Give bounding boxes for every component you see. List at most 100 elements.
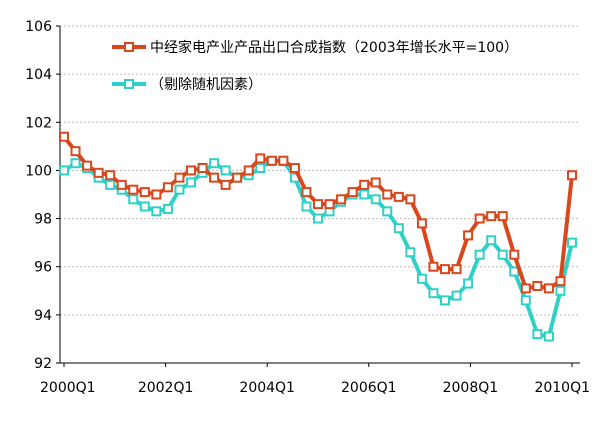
legend-label: 中经家电产业产品出口合成指数（2003年增长水平=100） bbox=[150, 39, 518, 56]
series-marker-0 bbox=[509, 249, 520, 260]
series-marker-0 bbox=[324, 199, 335, 210]
series-marker-0 bbox=[266, 155, 277, 166]
legend-swatch-marker bbox=[124, 79, 134, 89]
series-marker-0 bbox=[520, 283, 531, 294]
x-tick-label: 2008Q1 bbox=[443, 380, 499, 396]
x-tick-label: 2002Q1 bbox=[138, 380, 194, 396]
series-marker-0 bbox=[255, 153, 266, 164]
legend: 中经家电产业产品出口合成指数（2003年增长水平=100） （剔除随机因素） bbox=[112, 39, 518, 93]
series-marker-1 bbox=[451, 290, 462, 301]
series-marker-0 bbox=[162, 182, 173, 193]
series-marker-0 bbox=[532, 280, 543, 291]
series-marker-0 bbox=[139, 187, 150, 198]
series-marker-1 bbox=[428, 288, 439, 299]
series-marker-1 bbox=[497, 249, 508, 260]
series-marker-0 bbox=[313, 199, 323, 210]
series-marker-0 bbox=[243, 165, 254, 176]
series-marker-1 bbox=[486, 235, 497, 246]
series-marker-1 bbox=[105, 179, 116, 190]
series-marker-1 bbox=[220, 165, 231, 176]
y-tick-label: 102 bbox=[25, 115, 52, 131]
series-marker-0 bbox=[440, 264, 450, 275]
series-marker-0 bbox=[463, 230, 474, 241]
series-marker-1 bbox=[543, 331, 554, 342]
series-marker-1 bbox=[405, 247, 416, 258]
series-marker-1 bbox=[209, 158, 220, 169]
series-marker-0 bbox=[543, 283, 554, 294]
series-marker-1 bbox=[301, 201, 312, 212]
series-marker-0 bbox=[567, 170, 577, 181]
series-marker-1 bbox=[532, 329, 543, 340]
series-marker-0 bbox=[474, 213, 485, 224]
series-marker-0 bbox=[289, 163, 300, 174]
series-marker-0 bbox=[116, 179, 127, 190]
series-marker-0 bbox=[405, 194, 416, 205]
series-group bbox=[59, 131, 577, 342]
series-marker-1 bbox=[440, 295, 450, 306]
series-marker-1 bbox=[139, 201, 150, 212]
x-tick-label: 2004Q1 bbox=[239, 380, 295, 396]
series-marker-1 bbox=[474, 249, 485, 260]
series-marker-0 bbox=[278, 155, 289, 166]
series-marker-0 bbox=[70, 146, 81, 157]
series-marker-0 bbox=[186, 165, 196, 176]
y-tick-label: 94 bbox=[34, 308, 52, 324]
series-marker-0 bbox=[174, 172, 185, 183]
series-marker-1 bbox=[162, 203, 173, 214]
series-marker-1 bbox=[370, 194, 381, 205]
y-tick-label: 92 bbox=[34, 356, 52, 372]
series-marker-0 bbox=[347, 187, 358, 198]
series-marker-1 bbox=[393, 223, 404, 234]
series-marker-0 bbox=[151, 189, 162, 200]
x-tick-label: 2006Q1 bbox=[341, 380, 397, 396]
y-tick-label: 98 bbox=[34, 212, 52, 228]
series-marker-0 bbox=[370, 177, 381, 188]
series-marker-1 bbox=[463, 278, 474, 289]
series-marker-0 bbox=[393, 191, 404, 202]
series-marker-0 bbox=[128, 184, 139, 195]
series-marker-0 bbox=[451, 264, 462, 275]
series-marker-0 bbox=[382, 189, 393, 200]
series-marker-0 bbox=[197, 163, 208, 174]
series-marker-1 bbox=[359, 189, 370, 200]
series-marker-0 bbox=[209, 172, 220, 183]
series-marker-1 bbox=[151, 206, 162, 217]
series-marker-1 bbox=[382, 206, 393, 217]
series-marker-1 bbox=[313, 213, 323, 224]
y-tick-label: 106 bbox=[25, 19, 52, 35]
series-marker-1 bbox=[59, 165, 69, 176]
series-marker-1 bbox=[555, 285, 566, 296]
series-marker-0 bbox=[428, 261, 439, 272]
series-marker-1 bbox=[174, 184, 185, 195]
series-marker-0 bbox=[59, 131, 69, 142]
series-marker-0 bbox=[82, 160, 93, 171]
series-marker-1 bbox=[128, 194, 139, 205]
series-marker-0 bbox=[105, 170, 116, 181]
series-marker-1 bbox=[70, 158, 81, 169]
legend-swatch-marker bbox=[124, 42, 134, 52]
series-marker-0 bbox=[359, 179, 370, 190]
series-marker-0 bbox=[93, 167, 104, 178]
y-axis-ticks: 92 94 96 98 100 102 104 106 bbox=[25, 19, 60, 372]
series-marker-1 bbox=[416, 273, 427, 284]
y-tick-label: 104 bbox=[25, 67, 52, 83]
series-marker-0 bbox=[232, 172, 243, 183]
x-tick-label: 2010Q1 bbox=[534, 380, 590, 396]
series-marker-0 bbox=[555, 276, 566, 287]
series-marker-1 bbox=[520, 295, 531, 306]
x-tick-label: 2000Q1 bbox=[40, 380, 96, 396]
series-marker-1 bbox=[255, 163, 266, 174]
y-tick-label: 100 bbox=[25, 163, 52, 179]
series-marker-0 bbox=[416, 218, 427, 229]
series-marker-0 bbox=[336, 194, 347, 205]
series-marker-1 bbox=[186, 177, 196, 188]
legend-label: （剔除随机因素） bbox=[150, 77, 262, 93]
series-marker-0 bbox=[486, 211, 497, 222]
series-marker-1 bbox=[567, 237, 577, 248]
series-marker-0 bbox=[220, 179, 231, 190]
x-axis-ticks: 2000Q1 2002Q1 2004Q1 2006Q1 2008Q1 2010Q1 bbox=[40, 363, 590, 396]
y-tick-label: 96 bbox=[34, 260, 52, 276]
series-marker-0 bbox=[301, 187, 312, 198]
series-marker-0 bbox=[497, 211, 508, 222]
